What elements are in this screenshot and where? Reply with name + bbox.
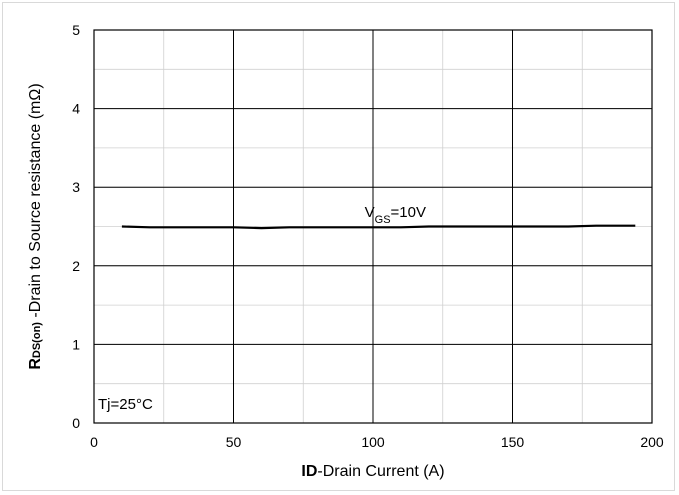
x-axis-label: ID-Drain Current (A) (301, 463, 444, 480)
y-tick-label: 5 (72, 22, 80, 38)
y-tick-label: 2 (72, 258, 80, 274)
tick-labels: 0 50 100 150 200 0 1 2 3 4 5 (72, 22, 664, 450)
series-line-vgs-10v (121, 224, 636, 230)
chart-frame (2, 2, 675, 491)
y-tick-label: 4 (72, 101, 80, 117)
y-tick-label: 0 (72, 415, 80, 431)
series-label: VGS=10V (365, 204, 426, 226)
y-tick-label: 3 (72, 179, 80, 195)
plot-border (93, 29, 653, 424)
temperature-annotation: Tj=25°C (98, 396, 153, 413)
x-tick-label: 150 (501, 434, 525, 450)
y-axis-label: RDS(on) -Drain to Source resistance (mΩ) (27, 83, 44, 369)
x-tick-label: 100 (361, 434, 385, 450)
x-tick-label: 200 (640, 434, 664, 450)
y-tick-label: 1 (72, 336, 80, 352)
x-tick-label: 0 (90, 434, 98, 450)
x-tick-label: 50 (226, 434, 242, 450)
